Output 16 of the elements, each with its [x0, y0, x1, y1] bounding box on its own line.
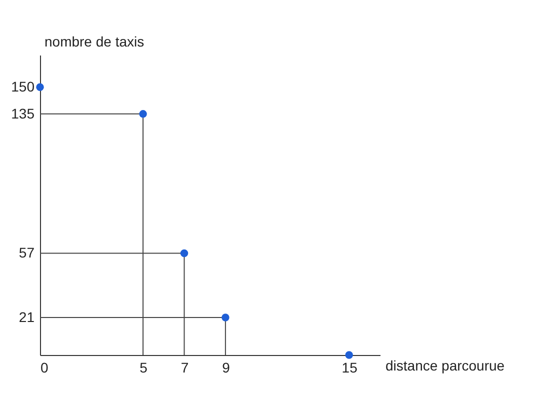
- point: [345, 351, 353, 359]
- y-tick-label: 21: [18, 309, 35, 325]
- y-tick-label: 135: [11, 105, 35, 122]
- x-tick-label: 9: [222, 360, 230, 376]
- point: [222, 314, 230, 322]
- point: [180, 249, 188, 258]
- point: [139, 110, 147, 118]
- y-axis-title: nombre de taxis: [44, 34, 144, 50]
- point: [36, 83, 44, 92]
- x-axis-title: distance parcourue: [386, 358, 505, 374]
- x-tick-label: 0: [40, 360, 48, 376]
- x-tick-label: 5: [140, 360, 148, 376]
- y-tick-label: 150: [11, 78, 35, 95]
- y-tick-label: 57: [18, 244, 35, 261]
- x-tick-label: 7: [180, 360, 189, 376]
- x-tick-label: 15: [342, 360, 358, 376]
